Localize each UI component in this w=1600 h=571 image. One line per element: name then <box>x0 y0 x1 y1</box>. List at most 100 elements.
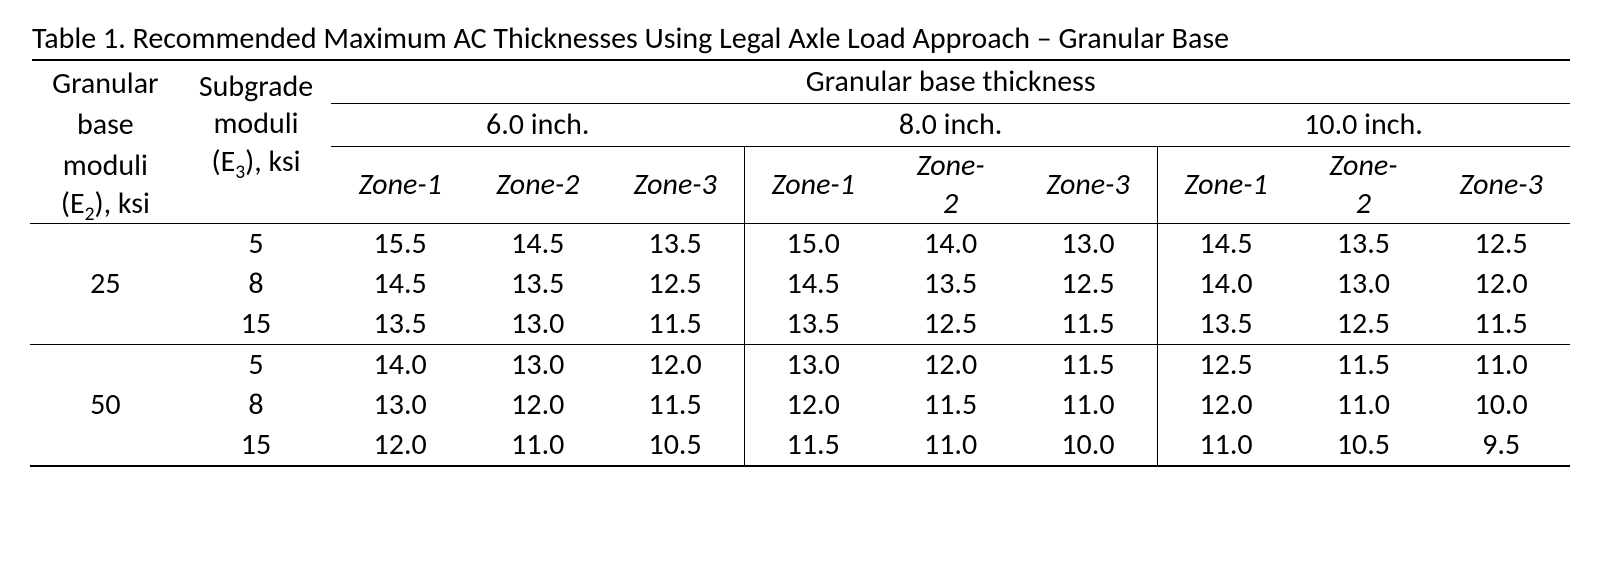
hdr-e3-l2: moduli <box>213 105 298 142</box>
table-caption: Table 1. Recommended Maximum AC Thicknes… <box>32 20 1570 61</box>
hdr-10-z2-l1: Zone- <box>1329 147 1397 184</box>
table-row: 15 13.5 13.0 11.5 13.5 12.5 11.5 13.5 12… <box>30 304 1570 345</box>
cell-e2 <box>30 223 181 264</box>
hdr-e2-l3: moduli <box>30 147 181 185</box>
hdr-e3-l3-pre: (E <box>212 143 236 180</box>
hdr-e2-l2: base <box>30 104 181 147</box>
hdr-8-z2-l2: 2 <box>943 185 958 222</box>
cell-e3: 15 <box>181 425 332 466</box>
hdr-6-z3: Zone-3 <box>607 147 745 224</box>
cell-value: 14.5 <box>1157 223 1295 264</box>
cell-value: 13.5 <box>607 223 745 264</box>
cell-value: 11.5 <box>1432 304 1570 345</box>
cell-e3: 5 <box>181 344 332 385</box>
hdr-8-z2-l1: Zone- <box>917 147 985 184</box>
hdr-e2-l4: (E2), ksi <box>30 185 181 224</box>
hdr-e2-l4-post: ), ksi <box>94 185 149 222</box>
cell-value: 10.0 <box>1432 385 1570 425</box>
cell-value: 11.0 <box>1157 425 1295 466</box>
hdr-e3: Subgrade moduli (E3), ksi <box>181 63 332 185</box>
cell-value: 12.0 <box>469 385 607 425</box>
hdr-group-8in: 8.0 inch. <box>744 104 1157 147</box>
table-row: 25 8 14.5 13.5 12.5 14.5 13.5 12.5 14.0 … <box>30 264 1570 304</box>
cell-value: 10.0 <box>1019 425 1157 466</box>
hdr-e3-pad <box>181 185 332 224</box>
cell-value: 12.5 <box>607 264 745 304</box>
hdr-e2-l4-sub: 2 <box>85 202 95 226</box>
cell-e2 <box>30 425 181 466</box>
cell-value: 11.5 <box>1019 344 1157 385</box>
cell-value: 11.5 <box>882 385 1020 425</box>
cell-value: 12.5 <box>1157 344 1295 385</box>
hdr-group-6in: 6.0 inch. <box>331 104 744 147</box>
cell-value: 12.0 <box>1157 385 1295 425</box>
cell-value: 13.5 <box>1295 223 1433 264</box>
cell-value: 15.0 <box>744 223 882 264</box>
cell-e2 <box>30 344 181 385</box>
hdr-8-z3: Zone-3 <box>1019 147 1157 224</box>
cell-value: 12.5 <box>1432 223 1570 264</box>
cell-value: 12.0 <box>331 425 469 466</box>
cell-value: 10.5 <box>1295 425 1433 466</box>
cell-e2: 50 <box>30 385 181 425</box>
hdr-e2-l4-pre: (E <box>61 185 85 222</box>
ac-thickness-table: Granular Subgrade moduli (E3), ksi Granu… <box>30 63 1570 467</box>
cell-value: 12.0 <box>882 344 1020 385</box>
cell-value: 14.5 <box>744 264 882 304</box>
cell-value: 12.0 <box>1432 264 1570 304</box>
hdr-10-z3: Zone-3 <box>1432 147 1570 224</box>
cell-value: 14.0 <box>882 223 1020 264</box>
table-row: 50 8 13.0 12.0 11.5 12.0 11.5 11.0 12.0 … <box>30 385 1570 425</box>
cell-value: 11.5 <box>607 385 745 425</box>
cell-value: 13.0 <box>1295 264 1433 304</box>
cell-value: 12.5 <box>882 304 1020 345</box>
cell-value: 9.5 <box>1432 425 1570 466</box>
cell-value: 13.0 <box>469 304 607 345</box>
cell-value: 13.0 <box>331 385 469 425</box>
cell-value: 14.5 <box>469 223 607 264</box>
cell-e2: 25 <box>30 264 181 304</box>
cell-value: 13.5 <box>331 304 469 345</box>
hdr-6-z1: Zone-1 <box>331 147 469 224</box>
table-row: 5 15.5 14.5 13.5 15.0 14.0 13.0 14.5 13.… <box>30 223 1570 264</box>
cell-value: 10.5 <box>607 425 745 466</box>
cell-value: 15.5 <box>331 223 469 264</box>
cell-value: 11.0 <box>469 425 607 466</box>
cell-value: 13.0 <box>469 344 607 385</box>
hdr-e2-l1: Granular <box>30 63 181 104</box>
cell-value: 13.5 <box>469 264 607 304</box>
hdr-e3-l3-post: ), ksi <box>245 143 300 180</box>
cell-value: 11.0 <box>882 425 1020 466</box>
cell-value: 13.5 <box>1157 304 1295 345</box>
hdr-e3-l1: Subgrade <box>199 68 313 105</box>
cell-value: 12.5 <box>1295 304 1433 345</box>
cell-e2 <box>30 304 181 345</box>
hdr-8-z2: Zone- 2 <box>882 147 1020 224</box>
cell-value: 11.0 <box>1295 385 1433 425</box>
cell-e3: 8 <box>181 385 332 425</box>
cell-value: 13.0 <box>744 344 882 385</box>
cell-value: 11.5 <box>607 304 745 345</box>
cell-value: 11.0 <box>1019 385 1157 425</box>
table-row: 15 12.0 11.0 10.5 11.5 11.0 10.0 11.0 10… <box>30 425 1570 466</box>
hdr-10-z2: Zone- 2 <box>1295 147 1433 224</box>
table-row: 5 14.0 13.0 12.0 13.0 12.0 11.5 12.5 11.… <box>30 344 1570 385</box>
hdr-10-z1: Zone-1 <box>1157 147 1295 224</box>
hdr-spanner: Granular base thickness <box>331 63 1570 104</box>
cell-value: 12.0 <box>744 385 882 425</box>
cell-value: 13.5 <box>882 264 1020 304</box>
cell-e3: 8 <box>181 264 332 304</box>
hdr-6-z2: Zone-2 <box>469 147 607 224</box>
cell-e3: 15 <box>181 304 332 345</box>
cell-value: 11.5 <box>744 425 882 466</box>
cell-value: 11.5 <box>1019 304 1157 345</box>
cell-value: 14.0 <box>331 344 469 385</box>
hdr-8-z1: Zone-1 <box>744 147 882 224</box>
hdr-e3-l3-sub: 3 <box>235 160 245 184</box>
cell-value: 14.5 <box>331 264 469 304</box>
cell-value: 11.5 <box>1295 344 1433 385</box>
cell-value: 13.0 <box>1019 223 1157 264</box>
hdr-10-z2-l2: 2 <box>1356 185 1371 222</box>
hdr-group-10in: 10.0 inch. <box>1157 104 1570 147</box>
cell-value: 14.0 <box>1157 264 1295 304</box>
